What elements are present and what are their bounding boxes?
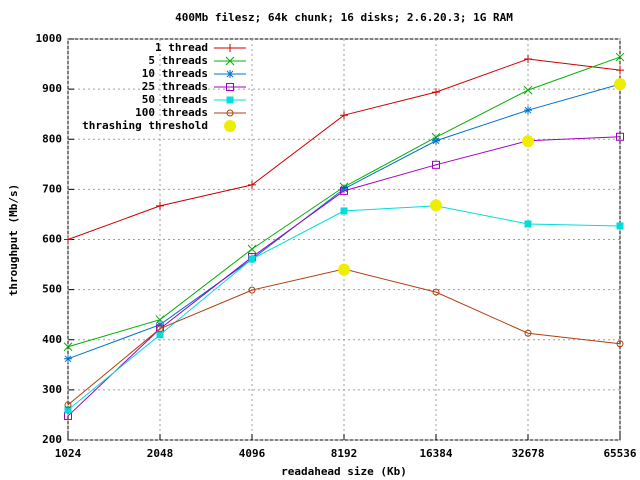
y-tick-label: 500	[42, 283, 62, 296]
legend-marker	[224, 120, 236, 132]
y-tick-label: 600	[42, 233, 62, 246]
legend-marker	[226, 109, 234, 117]
data-point	[156, 325, 164, 333]
data-point	[615, 52, 625, 62]
legend-label: 50 threads	[142, 93, 208, 106]
data-point	[156, 331, 164, 339]
data-point	[524, 55, 532, 64]
x-tick-label: 65536	[603, 447, 636, 460]
data-point	[248, 180, 256, 189]
data-point	[614, 78, 626, 91]
data-point	[340, 111, 348, 120]
data-point	[156, 201, 164, 210]
data-point	[248, 286, 256, 294]
legend-label: 5 threads	[148, 54, 208, 67]
data-point	[64, 354, 72, 363]
data-point	[432, 88, 440, 97]
data-point	[63, 342, 73, 352]
data-point	[432, 136, 440, 145]
data-point	[340, 207, 348, 215]
data-point	[432, 160, 440, 169]
data-point	[616, 340, 624, 348]
data-point	[522, 135, 534, 148]
x-tick-label: 2048	[147, 447, 174, 460]
data-point	[430, 199, 442, 212]
y-tick-label: 1000	[36, 32, 63, 45]
y-tick-label: 900	[42, 82, 62, 95]
legend-label: 10 threads	[142, 67, 208, 80]
legend-label: thrashing threshold	[82, 119, 208, 132]
legend-marker	[226, 83, 234, 91]
legend-label: 25 threads	[142, 80, 208, 93]
data-point	[247, 244, 257, 254]
x-tick-label: 8192	[331, 447, 358, 460]
data-point	[524, 106, 532, 115]
x-tick-label: 16384	[419, 447, 452, 460]
data-point	[156, 320, 164, 329]
legend-label: 100 threads	[135, 106, 208, 119]
legend-marker	[226, 70, 234, 78]
data-point	[616, 132, 624, 141]
legend-label: 1 thread	[155, 41, 208, 54]
x-tick-label: 1024	[55, 447, 82, 460]
y-tick-label: 700	[42, 182, 62, 195]
data-point	[338, 263, 350, 276]
data-point	[64, 235, 72, 244]
legend-marker	[226, 44, 234, 52]
data-point	[64, 401, 72, 409]
chart-title: 400Mb filesz; 64k chunk; 16 disks; 2.6.2…	[175, 11, 513, 24]
data-point	[524, 329, 532, 337]
data-point	[524, 220, 532, 228]
x-tick-label: 4096	[239, 447, 266, 460]
data-point	[340, 186, 348, 195]
data-point	[248, 255, 256, 263]
data-point	[616, 222, 624, 230]
data-point	[432, 288, 440, 296]
y-tick-label: 200	[42, 433, 62, 446]
y-tick-label: 300	[42, 383, 62, 396]
legend-marker	[226, 96, 234, 104]
data-point	[340, 184, 348, 193]
y-tick-label: 400	[42, 333, 62, 346]
x-tick-label: 32678	[511, 447, 544, 460]
y-axis-label: throughput (Mb/s)	[7, 184, 20, 297]
data-point	[616, 66, 624, 75]
data-point	[523, 85, 533, 95]
x-axis-label: readahead size (Kb)	[281, 465, 407, 478]
data-point	[64, 406, 72, 414]
y-tick-label: 800	[42, 132, 62, 145]
legend-marker	[225, 56, 235, 66]
